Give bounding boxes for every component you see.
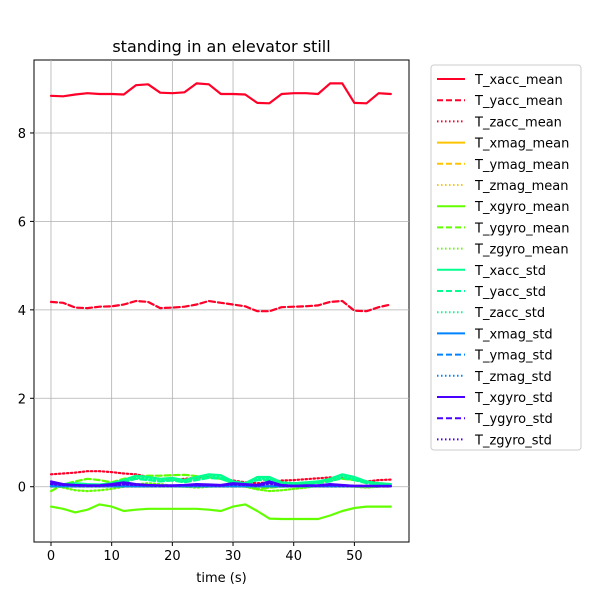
legend-label: T_ygyro_std <box>474 412 553 427</box>
legend: T_xacc_mean T_yacc_mean T_zacc_mean T_xmag_… <box>430 64 582 451</box>
legend-label: T_zacc_mean <box>474 115 562 130</box>
plot-area <box>33 59 410 543</box>
legend-label: T_yacc_mean <box>474 94 563 109</box>
legend-label: T_ymag_mean <box>474 158 569 173</box>
legend-label: T_xmag_std <box>474 327 553 342</box>
legend-frame <box>430 64 582 451</box>
series-line-t-zgyro-std <box>49 482 392 488</box>
series-line-t-xacc-mean <box>49 82 392 105</box>
y-tick-label: 6 <box>18 215 26 230</box>
axes: 0 10 20 30 40 50 0 2 4 6 8 <box>18 127 363 564</box>
legend-label: T_zmag_mean <box>474 179 569 194</box>
legend-label: T_xgyro_mean <box>474 200 569 215</box>
legend-label: T_xacc_std <box>474 264 546 279</box>
x-tick-label: 20 <box>164 549 181 564</box>
legend-label: T_ymag_std <box>474 349 553 364</box>
legend-label: T_yacc_std <box>474 285 546 300</box>
legend-label: T_xacc_mean <box>474 73 563 88</box>
series-line-t-yacc-mean <box>49 299 392 313</box>
x-tick-label: 10 <box>103 549 120 564</box>
x-tick-label: 50 <box>346 549 363 564</box>
legend-label: T_xmag_mean <box>474 137 569 152</box>
x-tick-label: 30 <box>225 549 242 564</box>
y-tick-label: 2 <box>18 392 26 407</box>
legend-label: T_zmag_std <box>474 370 552 385</box>
legend-label: T_ygyro_mean <box>474 221 569 236</box>
chart-title: standing in an elevator still <box>112 37 330 56</box>
y-tick-label: 0 <box>18 481 26 496</box>
y-tick-label: 4 <box>18 304 26 319</box>
legend-label: T_zacc_std <box>474 306 545 321</box>
x-tick-label: 0 <box>47 549 55 564</box>
legend-label: T_xgyro_std <box>474 391 553 406</box>
x-tick-label: 40 <box>285 549 302 564</box>
grid-lines <box>34 60 409 542</box>
x-axis-label: time (s) <box>196 571 246 586</box>
y-tick-label: 8 <box>18 127 26 142</box>
series-line-t-xgyro-mean <box>49 503 392 521</box>
legend-label: T_zgyro_std <box>474 433 552 448</box>
legend-label: T_zgyro_mean <box>474 243 569 258</box>
series-lines <box>49 82 392 521</box>
